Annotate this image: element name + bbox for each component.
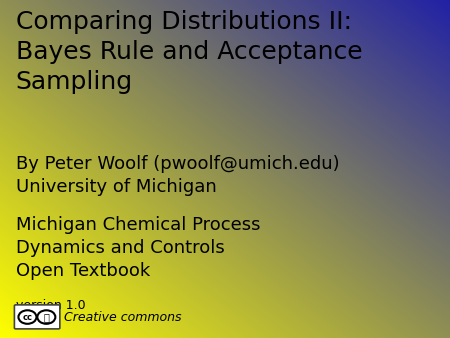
Text: version 1.0: version 1.0 — [16, 299, 86, 312]
Text: Ⓘ: Ⓘ — [43, 312, 50, 322]
Text: cc: cc — [22, 313, 32, 321]
Text: By Peter Woolf (pwoolf@umich.edu)
University of Michigan: By Peter Woolf (pwoolf@umich.edu) Univer… — [16, 155, 339, 196]
FancyBboxPatch shape — [14, 305, 60, 329]
Text: Comparing Distributions II:
Bayes Rule and Acceptance
Sampling: Comparing Distributions II: Bayes Rule a… — [16, 10, 362, 94]
Text: Michigan Chemical Process
Dynamics and Controls
Open Textbook: Michigan Chemical Process Dynamics and C… — [16, 216, 260, 280]
Text: Creative commons: Creative commons — [64, 311, 182, 323]
